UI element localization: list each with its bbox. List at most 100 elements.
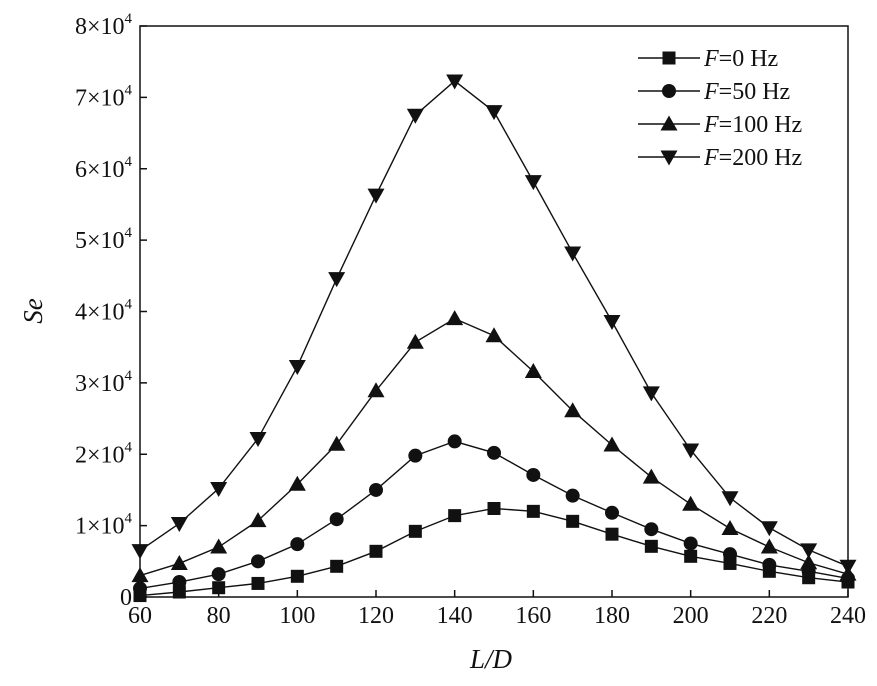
y-tick-times: × [87, 157, 101, 183]
y-tick-mantissa: 1 [75, 514, 87, 540]
data-point [131, 567, 149, 583]
legend-entry: F=100 Hz [638, 112, 802, 138]
data-point [133, 581, 147, 596]
data-point [642, 386, 660, 402]
y-tick-times: × [87, 514, 101, 540]
data-point [564, 402, 582, 418]
data-point [800, 543, 818, 559]
legend-label: F=0 Hz [703, 46, 778, 72]
data-point [684, 549, 698, 563]
data-point [565, 488, 580, 503]
data-point [644, 539, 658, 553]
x-axis-title: L/D [469, 644, 513, 674]
y-tick-mantissa: 3 [75, 371, 87, 397]
series-line [139, 507, 849, 597]
y-tick-mantissa: 4 [75, 300, 87, 326]
data-point [210, 538, 228, 554]
data-point [526, 467, 541, 482]
legend-marker [660, 115, 678, 131]
data-point [605, 527, 619, 541]
x-axis: 60 80 100 120 140 160 180 200 220 240 [128, 590, 866, 629]
x-tick-label: 60 [128, 603, 152, 629]
data-point [524, 175, 542, 191]
data-point [249, 432, 267, 448]
legend-label: F=50 Hz [703, 79, 790, 105]
data-point [762, 557, 777, 572]
data-point [564, 246, 582, 262]
data-point [328, 435, 346, 451]
data-point [603, 436, 621, 452]
series-square [133, 501, 855, 603]
data-point [524, 362, 542, 378]
y-tick-base: 10 [101, 442, 125, 468]
x-tick-label: 160 [515, 603, 551, 629]
data-point [251, 554, 265, 569]
x-tick-label: 80 [207, 603, 231, 629]
y-axis: 01×1042×1043×1044×1045×1046×1047×1048×10… [75, 11, 147, 611]
data-point [251, 576, 265, 590]
legend-label-rest: =0 Hz [719, 46, 779, 72]
y-tick-times: × [87, 14, 101, 40]
data-point [839, 559, 857, 575]
y-tick-exponent: 4 [125, 154, 133, 170]
data-point [603, 314, 621, 330]
y-tick-base: 10 [101, 14, 125, 40]
data-point [170, 516, 188, 532]
legend-entry: F=0 Hz [638, 46, 778, 72]
y-tick-label: 7×104 [75, 82, 133, 111]
legend-label-var: F [703, 79, 719, 105]
y-tick-exponent: 4 [125, 368, 133, 384]
y-tick-mantissa: 6 [75, 157, 87, 183]
y-tick-mantissa: 5 [75, 228, 87, 254]
y-tick-base: 10 [101, 228, 125, 254]
data-point [760, 521, 778, 537]
y-tick-base: 10 [101, 85, 125, 111]
x-tick-label: 220 [751, 603, 787, 629]
legend-label-var: F [703, 145, 719, 171]
data-point [290, 537, 305, 552]
data-point [526, 504, 540, 518]
y-tick-times: × [87, 371, 101, 397]
y-tick-exponent: 4 [125, 511, 133, 527]
data-point [172, 585, 186, 599]
data-point [172, 575, 187, 590]
data-point [288, 475, 306, 491]
data-point [211, 567, 226, 582]
y-tick-base: 10 [101, 157, 125, 183]
series-triangle-up [131, 310, 857, 583]
data-point [644, 522, 659, 537]
data-point [406, 108, 424, 124]
y-axis-title: Se [18, 298, 48, 324]
data-point [446, 310, 464, 326]
y-tick-mantissa: 0 [120, 585, 132, 611]
y-tick-label: 3×104 [75, 368, 133, 397]
legend-marker [662, 84, 676, 98]
y-tick-exponent: 4 [125, 297, 133, 313]
data-point [328, 272, 346, 288]
legend-label-rest: =200 Hz [719, 145, 803, 171]
legend-entry: F=200 Hz [638, 145, 802, 171]
data-point [683, 536, 698, 551]
legend-entry: F=50 Hz [638, 79, 790, 105]
data-point [329, 512, 344, 527]
y-tick-mantissa: 2 [75, 442, 87, 468]
y-tick-label: 4×104 [75, 297, 133, 326]
y-tick-exponent: 4 [125, 439, 133, 455]
data-point [721, 491, 739, 507]
y-tick-label: 6×104 [75, 154, 133, 183]
series-triangle-down [131, 74, 857, 575]
data-point [485, 105, 503, 121]
data-point [485, 327, 503, 343]
y-tick-times: × [87, 85, 101, 111]
y-tick-exponent: 4 [125, 11, 133, 27]
y-tick-mantissa: 7 [75, 85, 87, 111]
series-layer [131, 74, 857, 603]
y-tick-label: 8×104 [75, 11, 133, 40]
data-point [367, 188, 385, 204]
x-tick-label: 180 [594, 603, 630, 629]
data-point [249, 512, 267, 528]
legend-label: F=100 Hz [703, 112, 802, 138]
data-point [723, 547, 737, 562]
y-tick-exponent: 4 [125, 82, 133, 98]
